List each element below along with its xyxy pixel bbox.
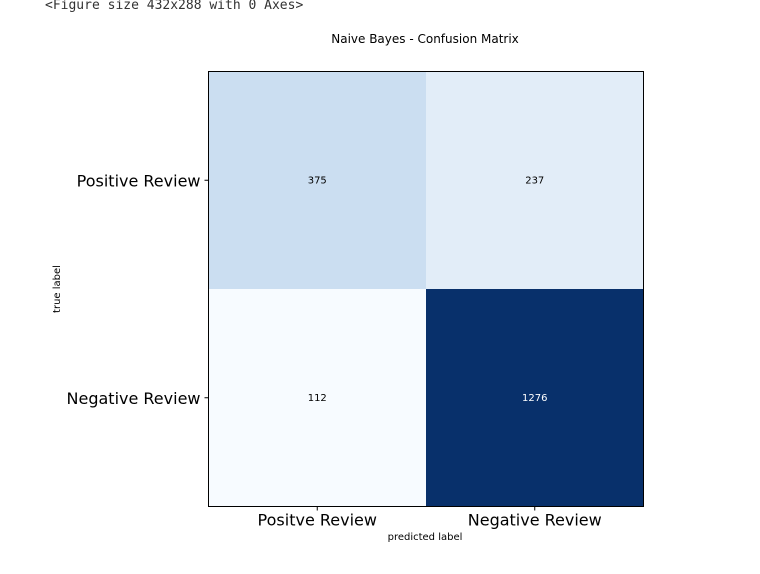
x-ticks: Positve Review Negative Review: [258, 506, 602, 530]
x-axis-label: predicted label: [388, 532, 463, 543]
heatmap-cells: 375 237 112 1276: [208, 71, 644, 507]
chart-title: Naive Bayes - Confusion Matrix: [331, 32, 519, 46]
y-axis-label: true label: [52, 265, 63, 313]
y-tick-label: Negative Review: [67, 389, 201, 408]
cell-value-label: 237: [525, 175, 544, 186]
y-ticks: Positive Review Negative Review: [67, 171, 209, 408]
y-tick-label: Positive Review: [77, 171, 201, 190]
figure-size-output: <Figure size 432x288 with 0 Axes>: [45, 0, 304, 13]
heatmap-cell-0-0: [208, 71, 426, 289]
heatmap-cell-0-1: [426, 71, 644, 289]
plot-frame: [208, 71, 644, 507]
heatmap-cell-1-0: [208, 289, 426, 507]
x-tick-label: Negative Review: [468, 511, 602, 530]
x-tick-label: Positve Review: [258, 511, 377, 530]
cell-value-label: 375: [308, 175, 327, 186]
heatmap-cell-1-1: [426, 289, 644, 507]
cell-value-label: 112: [308, 393, 327, 404]
cell-value-label: 1276: [522, 393, 547, 404]
